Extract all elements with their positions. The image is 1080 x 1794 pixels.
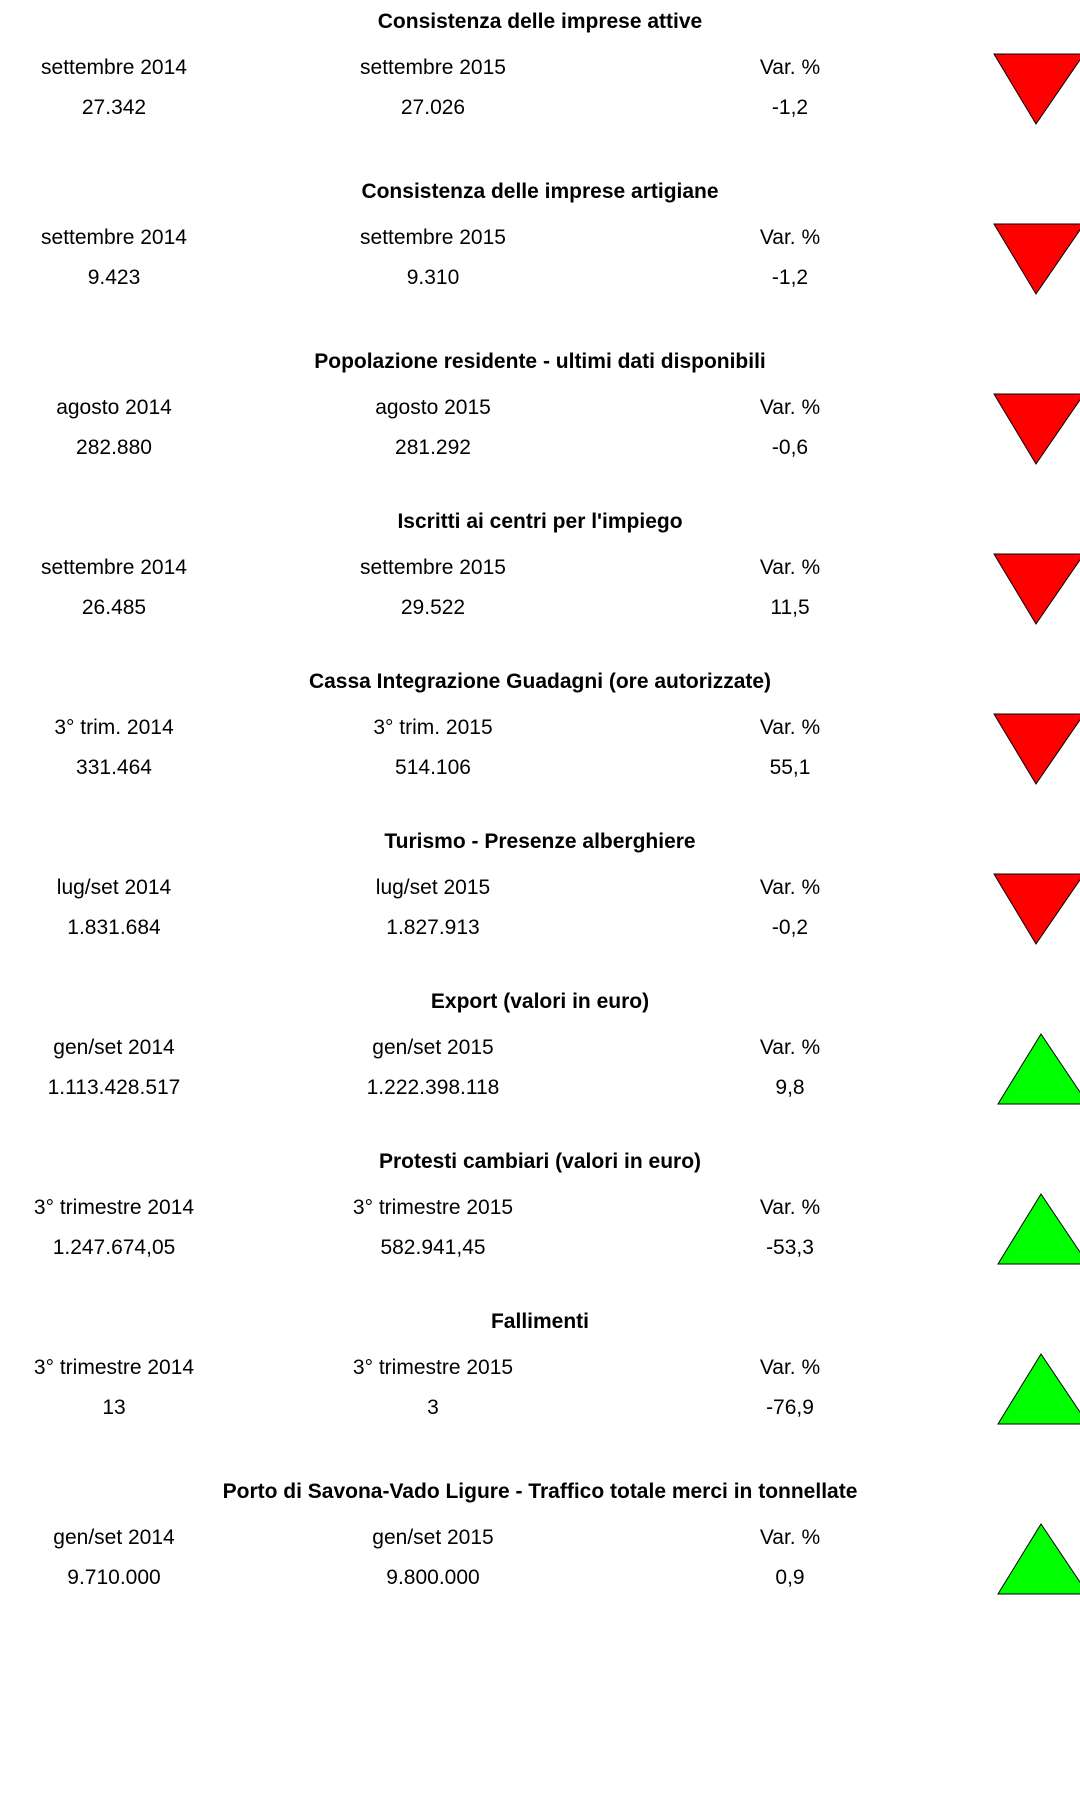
var-label: Var. %	[759, 1526, 821, 1549]
period-label: settembre 2014	[41, 226, 187, 249]
value: 27.026	[400, 96, 466, 119]
value: 1.831.684	[67, 916, 161, 939]
var-value: -1,2	[771, 96, 809, 119]
var-value: -0,2	[771, 916, 809, 939]
value: 331.464	[76, 756, 152, 779]
section-title: Fallimenti	[490, 1310, 590, 1333]
up-triangle	[997, 1193, 1080, 1265]
down-triangle	[993, 713, 1080, 785]
period-label: 3° trimestre 2015	[352, 1196, 514, 1219]
var-label: Var. %	[759, 876, 821, 899]
var-label: Var. %	[759, 716, 821, 739]
down-triangle	[993, 873, 1080, 945]
value: 9.423	[87, 266, 141, 289]
period-label: settembre 2014	[41, 556, 187, 579]
var-value: -1,2	[771, 266, 809, 289]
value: 1.222.398.118	[366, 1076, 500, 1099]
var-value: 55,1	[769, 756, 811, 779]
var-value: 9,8	[775, 1076, 805, 1099]
period-label: agosto 2015	[375, 396, 491, 419]
period-label: 3° trimestre 2014	[33, 1356, 195, 1379]
var-label: Var. %	[759, 556, 821, 579]
down-triangle	[993, 553, 1080, 625]
value: 29.522	[400, 596, 466, 619]
section-title: Consistenza delle imprese attive	[377, 10, 703, 33]
period-label: gen/set 2015	[372, 1036, 494, 1059]
value: 1.827.913	[386, 916, 480, 939]
section-title: Popolazione residente - ultimi dati disp…	[314, 350, 766, 373]
var-label: Var. %	[759, 226, 821, 249]
section-title: Iscritti ai centri per l'impiego	[397, 510, 683, 533]
period-label: settembre 2014	[41, 56, 187, 79]
value: 9.800.000	[386, 1566, 480, 1589]
up-triangle	[997, 1033, 1080, 1105]
var-value: -53,3	[766, 1236, 814, 1259]
down-triangle	[993, 223, 1080, 295]
value: 3	[427, 1396, 439, 1419]
var-label: Var. %	[759, 396, 821, 419]
value: 514.106	[395, 756, 471, 779]
period-label: lug/set 2014	[56, 876, 172, 899]
section-title: Turismo - Presenze alberghiere	[384, 830, 696, 853]
period-label: gen/set 2014	[53, 1036, 175, 1059]
period-label: agosto 2014	[56, 396, 172, 419]
value: 13	[102, 1396, 126, 1419]
down-triangle	[993, 393, 1080, 465]
value: 582.941,45	[380, 1236, 486, 1259]
section-title: Cassa Integrazione Guadagni (ore autoriz…	[308, 670, 772, 693]
value: 1.113.428.517	[47, 1076, 181, 1099]
value: 1.247.674,05	[52, 1236, 176, 1259]
up-triangle	[997, 1523, 1080, 1595]
period-label: settembre 2015	[360, 56, 506, 79]
var-label: Var. %	[759, 1196, 821, 1219]
section-title: Protesti cambiari (valori in euro)	[378, 1150, 702, 1173]
var-label: Var. %	[759, 1036, 821, 1059]
period-label: 3° trimestre 2014	[33, 1196, 195, 1219]
section-title: Export (valori in euro)	[430, 990, 650, 1013]
section-title: Porto di Savona-Vado Ligure - Traffico t…	[222, 1480, 858, 1503]
section-title: Consistenza delle imprese artigiane	[361, 180, 719, 203]
period-label: settembre 2015	[360, 226, 506, 249]
value: 281.292	[395, 436, 471, 459]
value: 26.485	[81, 596, 147, 619]
var-label: Var. %	[759, 1356, 821, 1379]
var-value: 11,5	[770, 596, 810, 619]
period-label: settembre 2015	[360, 556, 506, 579]
period-label: lug/set 2015	[375, 876, 491, 899]
period-label: gen/set 2014	[53, 1526, 175, 1549]
period-label: 3° trim. 2015	[373, 716, 493, 739]
var-value: -0,6	[771, 436, 809, 459]
period-label: 3° trim. 2014	[54, 716, 174, 739]
value: 9.710.000	[67, 1566, 161, 1589]
value: 282.880	[76, 436, 152, 459]
period-label: 3° trimestre 2015	[352, 1356, 514, 1379]
down-triangle	[993, 53, 1080, 125]
up-triangle	[997, 1353, 1080, 1425]
period-label: gen/set 2015	[372, 1526, 494, 1549]
var-value: -76,9	[766, 1396, 814, 1419]
value: 9.310	[406, 266, 460, 289]
var-value: 0,9	[775, 1566, 805, 1589]
var-label: Var. %	[759, 56, 821, 79]
value: 27.342	[81, 96, 147, 119]
